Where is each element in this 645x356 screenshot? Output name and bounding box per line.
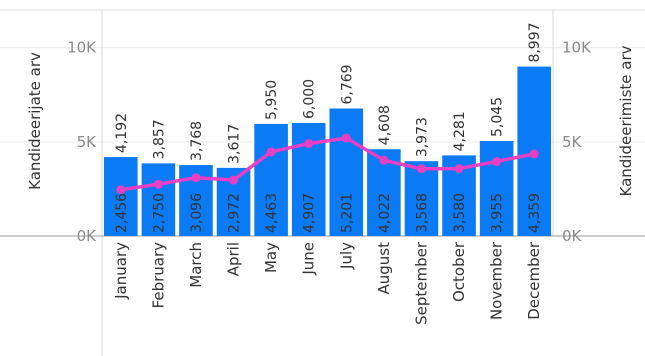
y-tick-label-left: 10K	[67, 39, 97, 57]
bar	[104, 157, 138, 236]
line-series	[116, 133, 539, 195]
line-point	[341, 133, 351, 143]
line-point	[379, 155, 389, 165]
category-label: November	[488, 241, 506, 320]
bar-value-label: 8,997	[527, 22, 543, 62]
line-value-label: 3,568	[414, 193, 430, 233]
category-label: March	[187, 242, 205, 288]
bar	[404, 161, 439, 236]
line-point	[529, 149, 539, 159]
line-value-label: 3,580	[452, 193, 468, 233]
category-label: February	[149, 242, 167, 309]
y-ticks-left: 0K 5K 10K	[67, 39, 97, 245]
line-point	[454, 164, 464, 174]
bar-value-label: 6,769	[339, 64, 355, 104]
bar	[254, 123, 288, 236]
line-point	[266, 147, 276, 157]
line-point	[492, 157, 502, 167]
y-ticks-right: 0K 5K 10K	[562, 39, 592, 245]
bar	[479, 140, 514, 236]
bar	[141, 163, 176, 236]
bars	[104, 66, 551, 236]
line-value-label: 4,022	[377, 193, 393, 233]
category-label: May	[262, 242, 280, 273]
bar-value-label: 4,608	[377, 105, 393, 145]
bar-value-label: 4,192	[114, 113, 130, 153]
line-value-label: 3,955	[490, 193, 506, 233]
line-path	[120, 136, 535, 192]
category-label: December	[525, 241, 543, 320]
line-value-label: 3,096	[189, 193, 205, 233]
bar-value-labels: 4,192 3,857 3,768 3,617 5,950 6,000 6,769 4,608…	[114, 22, 543, 163]
bar-value-label: 5,045	[490, 97, 506, 137]
line-value-label: 2,750	[151, 193, 167, 233]
y-axis-title-left: Kandideerijate arv	[26, 52, 44, 190]
line-value-label: 2,972	[227, 193, 243, 233]
category-label: January	[112, 242, 130, 300]
bar-value-label: 5,950	[264, 80, 280, 120]
bar	[329, 108, 364, 236]
line-point	[153, 179, 163, 189]
bar-value-label: 4,281	[452, 111, 468, 151]
y-tick-label-right: 5K	[562, 133, 583, 151]
category-label: April	[225, 242, 243, 276]
line-point	[229, 175, 239, 185]
line-value-label: 4,907	[302, 193, 318, 233]
bar-value-label: 3,768	[189, 121, 205, 161]
category-label: October	[450, 241, 468, 302]
line-point	[416, 164, 426, 174]
category-label: June	[300, 242, 318, 276]
line-value-label: 4,359	[527, 193, 543, 233]
line-value-label: 5,201	[339, 193, 355, 233]
line-point	[191, 173, 201, 183]
category-labels: January February March April May June July Augu…	[112, 241, 543, 325]
category-label: July	[337, 242, 355, 270]
category-label: September	[412, 241, 430, 325]
bar-value-label: 3,617	[227, 124, 243, 164]
y-axis-title-right: Kandideerimiste arv	[617, 45, 635, 196]
line-value-label: 2,456	[114, 193, 130, 233]
line-value-label: 4,463	[264, 193, 280, 233]
y-tick-label-left: 5K	[77, 133, 98, 151]
y-tick-label-left: 0K	[77, 227, 98, 245]
bar-value-label: 3,973	[414, 117, 430, 157]
y-tick-label-right: 0K	[562, 227, 583, 245]
bar-value-label: 6,000	[302, 79, 318, 119]
category-label: August	[375, 242, 393, 295]
line-point	[304, 139, 314, 149]
line-value-labels: 2,456 2,750 3,096 2,972 4,463 4,907 5,201 4,022…	[114, 193, 543, 233]
line-point	[116, 185, 126, 195]
y-tick-label-right: 10K	[562, 39, 592, 57]
bar-value-label: 3,857	[151, 119, 167, 159]
